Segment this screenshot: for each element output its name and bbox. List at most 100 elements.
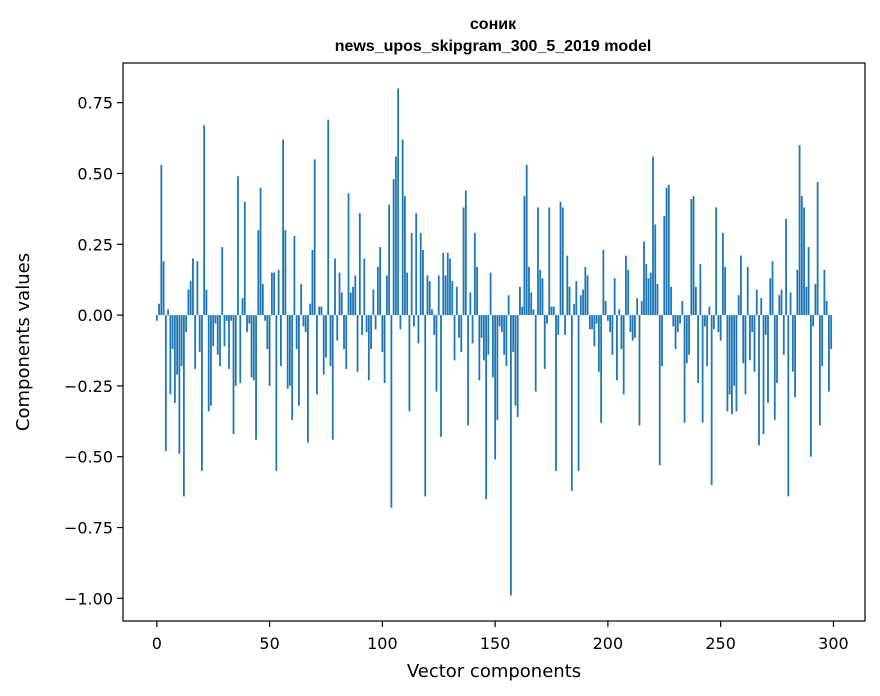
bar-128 [444,275,447,316]
bar-84 [345,315,348,369]
bar-258 [737,295,740,316]
bar-78 [331,315,334,440]
bar-215 [640,300,643,316]
x-tick-label-150: 150 [480,634,511,653]
bar-19 [198,315,201,352]
bar-178 [557,315,560,335]
bar-12 [182,315,185,497]
bar-47 [261,283,264,316]
x-tick-label-0: 0 [152,634,162,653]
bar-115 [415,213,418,316]
bar-20 [201,315,203,471]
bar-149 [491,315,494,378]
bar-226 [665,187,668,316]
bar-152 [498,315,501,327]
bar-274 [773,315,776,420]
bar-107 [397,88,400,316]
bar-65 [302,315,305,327]
bar-35 [234,315,237,386]
bar-106 [394,156,397,316]
bar-202 [611,315,614,355]
bar-292 [814,283,817,316]
bar-126 [440,315,442,437]
bar-82 [340,292,343,316]
bar-227 [667,184,670,316]
bar-22 [205,289,208,316]
bar-265 [753,315,756,372]
bar-166 [530,292,533,316]
bar-133 [455,286,458,316]
bar-142 [476,266,478,316]
bar-111 [406,272,409,316]
bar-246 [710,315,713,486]
bar-26 [214,315,217,324]
bar-298 [828,315,830,392]
bar-208 [625,255,627,316]
bar-200 [606,315,609,321]
bar-101 [383,315,386,384]
bar-241 [699,264,702,316]
bar-203 [613,278,616,316]
bar-79 [334,258,336,316]
bar-277 [780,289,783,316]
bar-288 [805,286,808,316]
bar-2 [160,164,163,316]
bar-168 [534,315,537,392]
bar-74 [322,315,325,375]
bar-14 [187,289,190,316]
bar-289 [807,247,810,316]
bar-46 [259,187,262,316]
bar-122 [431,309,433,316]
bar-223 [658,315,661,466]
bar-245 [708,306,711,316]
bar-87 [352,286,354,316]
bar-163 [523,196,526,316]
bar-34 [232,315,235,435]
bar-29 [221,247,224,316]
bar-244 [706,315,709,367]
bar-94 [367,315,370,381]
bar-138 [467,315,469,426]
bar-249 [717,315,720,333]
bar-174 [548,207,551,316]
bar-121 [428,281,431,316]
bar-103 [388,204,391,316]
x-tick-label-100: 100 [367,634,398,653]
bar-105 [392,179,395,316]
bar-72 [318,306,321,316]
bar-273 [771,261,774,316]
bar-206 [620,315,623,350]
bar-73 [320,306,323,316]
bar-76 [327,119,330,316]
y-tick-label-2: −0.50 [64,448,113,467]
bar-204 [616,315,618,381]
bar-100 [381,315,384,352]
bar-21 [203,125,206,316]
bar-260 [742,315,745,364]
bar-291 [812,315,815,327]
bar-194 [593,315,596,347]
bar-9 [176,315,179,375]
chart-title-line-1: соник [470,16,517,33]
bar-40 [246,315,248,333]
bar-295 [821,315,824,367]
bar-280 [787,315,790,497]
bar-38 [241,298,244,316]
bar-104 [390,315,393,508]
bar-179 [559,201,562,316]
bar-233 [681,300,684,316]
bar-127 [442,252,445,316]
y-axis-ticks: −1.00 −0.75 −0.50 −0.25 0.00 0.25 0.50 0.75 [64,94,123,608]
bar-1 [158,303,160,316]
bar-286 [800,196,803,316]
bar-220 [652,156,654,316]
bar-267 [758,315,760,446]
bar-255 [731,315,733,415]
bar-15 [189,281,192,316]
bar-297 [825,300,828,316]
bar-162 [521,306,524,316]
bar-264 [751,315,754,333]
bar-39 [243,201,246,316]
bar-41 [248,315,251,324]
bar-212 [634,315,636,338]
